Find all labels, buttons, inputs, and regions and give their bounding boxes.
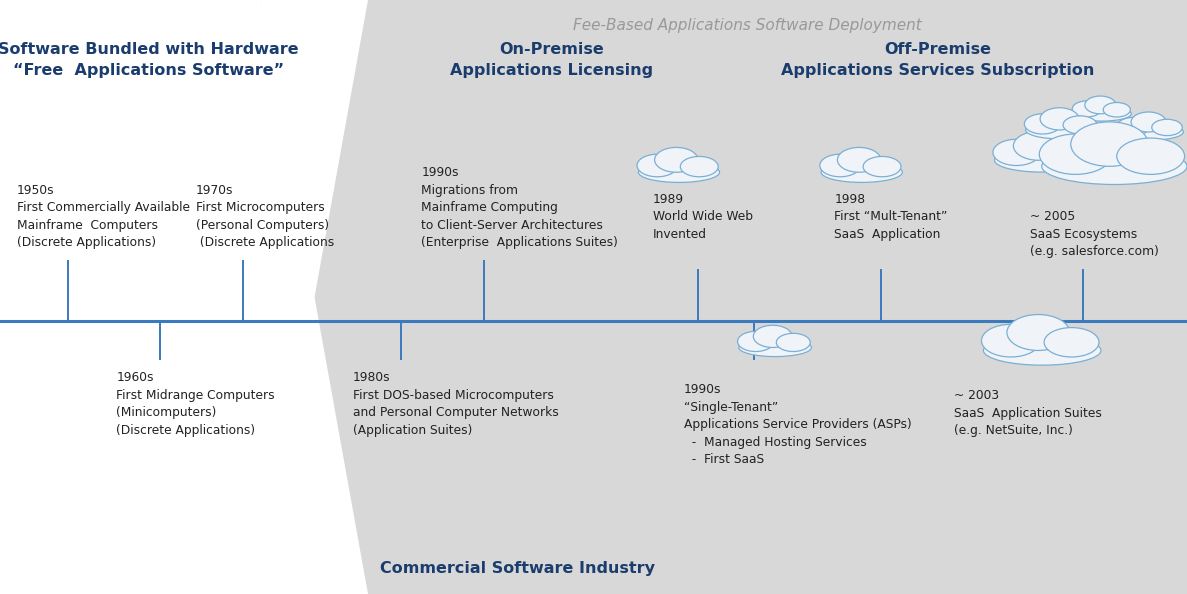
Ellipse shape xyxy=(1026,121,1098,139)
Ellipse shape xyxy=(639,162,719,182)
Ellipse shape xyxy=(1040,134,1112,175)
Text: 1998
First “Mult-Tenant”
SaaS  Application: 1998 First “Mult-Tenant” SaaS Applicatio… xyxy=(834,192,948,241)
Ellipse shape xyxy=(1064,116,1097,134)
Text: Software Bundled with Hardware
“Free  Applications Software”: Software Bundled with Hardware “Free App… xyxy=(0,42,299,78)
Ellipse shape xyxy=(776,333,811,352)
Ellipse shape xyxy=(1007,315,1069,350)
Ellipse shape xyxy=(1072,101,1102,117)
Polygon shape xyxy=(261,0,368,594)
Ellipse shape xyxy=(654,147,698,172)
Ellipse shape xyxy=(820,154,861,177)
Ellipse shape xyxy=(821,162,902,182)
Ellipse shape xyxy=(1103,103,1130,117)
Text: 1970s
First Microcomputers
(Personal Computers)
 (Discrete Applications: 1970s First Microcomputers (Personal Com… xyxy=(196,184,334,249)
Ellipse shape xyxy=(1071,122,1148,166)
Text: 1960s
First Midrange Computers
(Minicomputers)
(Discrete Applications): 1960s First Midrange Computers (Minicomp… xyxy=(116,371,275,437)
Ellipse shape xyxy=(995,148,1088,172)
Text: Off-Premise
Applications Services Subscription: Off-Premise Applications Services Subscr… xyxy=(781,42,1094,78)
Ellipse shape xyxy=(1117,118,1149,135)
Ellipse shape xyxy=(1117,138,1185,175)
Ellipse shape xyxy=(637,154,678,177)
Text: Commercial Software Industry: Commercial Software Industry xyxy=(380,561,655,576)
Ellipse shape xyxy=(1118,124,1183,140)
Ellipse shape xyxy=(837,147,881,172)
Text: 1989
World Wide Web
Invented: 1989 World Wide Web Invented xyxy=(653,192,753,241)
Ellipse shape xyxy=(992,139,1040,166)
Text: 1980s
First DOS-based Microcomputers
and Personal Computer Networks
(Application: 1980s First DOS-based Microcomputers and… xyxy=(353,371,558,437)
Polygon shape xyxy=(0,0,261,594)
Polygon shape xyxy=(368,0,1187,594)
Ellipse shape xyxy=(1024,114,1061,134)
Text: Fee-Based Applications Software Deployment: Fee-Based Applications Software Deployme… xyxy=(573,18,922,33)
Ellipse shape xyxy=(1151,119,1182,135)
Ellipse shape xyxy=(1085,96,1116,114)
Ellipse shape xyxy=(1040,108,1079,130)
Ellipse shape xyxy=(1073,106,1131,121)
Text: 1990s
“Single-Tenant”
Applications Service Providers (ASPs)
  -  Managed Hosting: 1990s “Single-Tenant” Applications Servi… xyxy=(684,383,912,466)
Ellipse shape xyxy=(983,336,1100,365)
Polygon shape xyxy=(261,0,368,594)
Ellipse shape xyxy=(738,339,812,356)
Ellipse shape xyxy=(863,156,901,177)
Ellipse shape xyxy=(737,331,774,352)
Ellipse shape xyxy=(982,324,1040,357)
Text: On-Premise
Applications Licensing: On-Premise Applications Licensing xyxy=(450,42,654,78)
Ellipse shape xyxy=(1042,148,1187,185)
Ellipse shape xyxy=(1131,112,1166,132)
Text: 1950s
First Commercially Available
Mainframe  Computers
(Discrete Applications): 1950s First Commercially Available Mainf… xyxy=(17,184,190,249)
Text: ~ 2003
SaaS  Application Suites
(e.g. NetSuite, Inc.): ~ 2003 SaaS Application Suites (e.g. Net… xyxy=(954,389,1103,437)
Text: ~ 2005
SaaS Ecosystems
(e.g. salesforce.com): ~ 2005 SaaS Ecosystems (e.g. salesforce.… xyxy=(1030,210,1160,258)
Ellipse shape xyxy=(1045,328,1099,357)
Ellipse shape xyxy=(754,326,792,347)
Text: 1990s
Migrations from
Mainframe Computing
to Client-Server Architectures
(Enterp: 1990s Migrations from Mainframe Computin… xyxy=(421,166,618,249)
Ellipse shape xyxy=(680,156,718,177)
Ellipse shape xyxy=(1014,131,1064,160)
Ellipse shape xyxy=(1043,142,1087,166)
